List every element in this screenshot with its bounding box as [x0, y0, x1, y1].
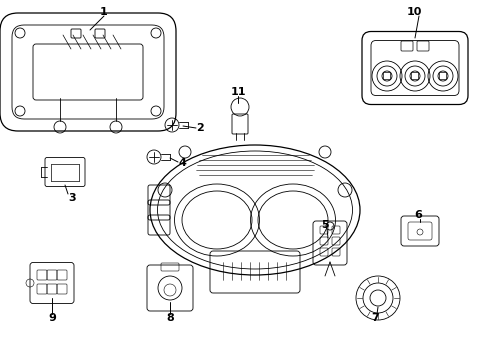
Text: 7: 7: [370, 313, 378, 323]
Text: 2: 2: [196, 123, 203, 133]
Text: 1: 1: [100, 7, 108, 17]
Text: 10: 10: [406, 7, 421, 17]
Text: 6: 6: [413, 210, 421, 220]
Text: 9: 9: [48, 313, 56, 323]
Text: 5: 5: [321, 220, 328, 230]
Text: 4: 4: [178, 158, 185, 168]
Text: 11: 11: [230, 87, 245, 97]
Text: 8: 8: [166, 313, 174, 323]
Text: 3: 3: [68, 193, 76, 203]
